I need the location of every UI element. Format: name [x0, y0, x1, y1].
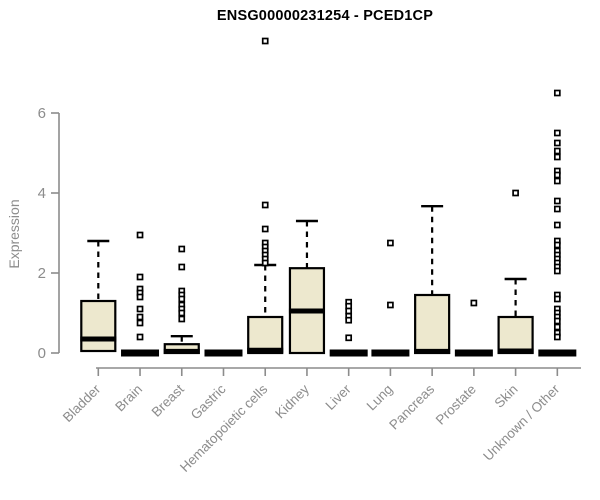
outlier-point: [178, 295, 186, 303]
flat-box: [204, 349, 243, 357]
outlier-point: [553, 177, 561, 185]
outlier-point: [178, 309, 186, 317]
outlier-point: [136, 293, 144, 301]
outlier-point: [136, 319, 144, 327]
outlier-point: [553, 205, 561, 213]
box: [80, 299, 117, 353]
outlier-point: [345, 316, 353, 324]
chart-title: ENSG00000231254 - PCED1CP: [216, 8, 434, 24]
x-tick-label: Skin: [492, 382, 521, 411]
outlier-point: [553, 241, 561, 249]
outlier-point: [553, 139, 561, 147]
outlier-point: [553, 333, 561, 341]
flat-box: [538, 349, 577, 357]
outlier-point: [387, 301, 394, 309]
outlier-point: [553, 129, 561, 137]
x-tick-label: Lung: [364, 382, 396, 414]
outlier-point: [553, 153, 561, 161]
outlier-point: [136, 231, 144, 239]
flat-box: [329, 349, 368, 357]
box: [497, 315, 534, 355]
y-tick-label: 4: [38, 185, 46, 202]
outlier-point: [553, 221, 561, 229]
y-tick-label: 6: [38, 105, 46, 122]
y-tick-label: 2: [38, 265, 46, 282]
outlier-point: [136, 333, 144, 341]
outlier-point: [178, 315, 186, 323]
x-tick-label: Pancreas: [386, 381, 437, 432]
box: [414, 293, 451, 355]
x-tick-label: Unknown / Other: [480, 381, 563, 464]
x-tick-label: Bladder: [60, 381, 104, 425]
outlier-point: [136, 305, 144, 313]
x-tick-label: Liver: [323, 381, 355, 413]
x-tick-label: Prostate: [433, 382, 479, 428]
outlier-point: [553, 171, 561, 179]
outlier-point: [553, 323, 561, 331]
outlier-point: [261, 225, 269, 233]
outlier-point: [553, 147, 561, 155]
outlier-point: [136, 313, 144, 321]
y-tick-label: 0: [38, 345, 46, 362]
outlier-point: [553, 89, 561, 97]
outlier-point: [470, 299, 478, 307]
x-tick-label: Breast: [149, 381, 187, 419]
outlier-point: [553, 317, 561, 325]
x-tick-label: Gastric: [188, 381, 229, 422]
box: [247, 315, 284, 355]
outlier-point: [553, 197, 561, 205]
outlier-point: [261, 201, 269, 209]
x-tick-label: Kidney: [272, 381, 312, 421]
flat-box: [454, 349, 493, 357]
outlier-point: [136, 273, 144, 281]
outlier-point: [553, 267, 561, 275]
outlier-point: [261, 259, 269, 267]
x-tick-label: Brain: [112, 382, 145, 415]
flat-box: [371, 349, 410, 357]
outlier-point: [345, 307, 353, 315]
outlier-point: [345, 334, 353, 342]
outlier-point: [261, 37, 269, 45]
outlier-point: [512, 189, 519, 197]
outlier-point: [553, 295, 561, 303]
outlier-point: [178, 263, 186, 271]
outlier-point: [178, 245, 186, 253]
flat-box: [121, 349, 160, 357]
outlier-point: [387, 239, 394, 247]
